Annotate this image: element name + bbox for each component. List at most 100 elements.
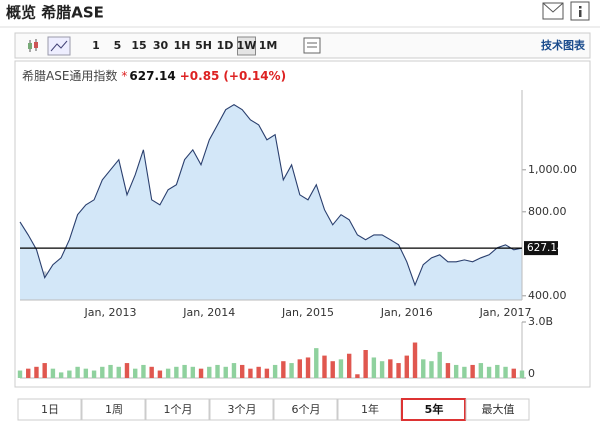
range-button-label[interactable]: 5年 xyxy=(425,402,444,416)
y-tick-label: 1,000.00 xyxy=(528,163,577,176)
volume-bar xyxy=(379,361,385,378)
last-price-tag xyxy=(524,241,558,256)
x-tick-label: Jan, 2016 xyxy=(380,306,433,319)
volume-bar xyxy=(223,366,228,378)
volume-bar xyxy=(429,361,434,378)
last-price-label: 627.14 xyxy=(527,242,564,254)
volume-bar xyxy=(412,342,418,378)
interval-button[interactable]: 1W xyxy=(237,39,257,52)
volume-bar xyxy=(256,366,261,378)
candle-icon[interactable] xyxy=(28,39,38,52)
volume-bar xyxy=(272,364,278,378)
volume-bar xyxy=(42,363,47,378)
volume-bar xyxy=(26,368,31,378)
toolbar xyxy=(14,32,591,59)
range-button-label[interactable]: 1年 xyxy=(361,402,379,416)
volume-bar xyxy=(174,366,179,378)
volume-bar xyxy=(355,374,360,378)
range-button[interactable] xyxy=(401,398,466,421)
volume-bar xyxy=(17,370,23,378)
volume-bar xyxy=(58,372,64,378)
range-button-label[interactable]: 最大值 xyxy=(482,402,515,416)
range-button[interactable] xyxy=(81,398,146,421)
volume-bar xyxy=(305,357,311,378)
volume-bar xyxy=(314,348,319,378)
interval-button[interactable]: 30 xyxy=(153,39,169,52)
mail-icon[interactable] xyxy=(542,2,564,20)
change: +0.85 xyxy=(179,69,220,83)
change-percent: (+0.14%) xyxy=(223,69,287,83)
volume-bar xyxy=(486,366,492,378)
range-button-label[interactable]: 1日 xyxy=(41,403,59,416)
interval-button[interactable]: 5H xyxy=(195,39,212,52)
area xyxy=(20,104,522,300)
chart-frame xyxy=(14,60,591,388)
range-button[interactable] xyxy=(209,398,274,421)
technical-link[interactable]: 技术图表 xyxy=(541,38,586,52)
volume-bar xyxy=(190,366,196,378)
interval-button[interactable]: 1 xyxy=(92,39,100,52)
volume-bar xyxy=(239,364,245,378)
volume-bar xyxy=(116,366,121,378)
volume-tick-label: 3.0B xyxy=(528,315,553,328)
status-marker: * xyxy=(121,69,128,83)
price-line xyxy=(19,104,523,287)
volume-bar xyxy=(511,368,516,378)
volume-bar xyxy=(437,351,442,378)
range-button[interactable] xyxy=(17,398,82,421)
y-tick-label: 800.00 xyxy=(528,205,567,218)
volume-bar xyxy=(396,363,401,378)
page-title: 概览 希腊ASE xyxy=(6,4,104,22)
volume-bar xyxy=(149,366,154,378)
volume-bar xyxy=(388,359,393,378)
volume-bar xyxy=(75,366,80,378)
chart-header: 希腊ASE通用指数 * 627.14 +0.85 (+0.14%) xyxy=(22,67,290,84)
range-button-label[interactable]: 1个月 xyxy=(164,403,193,416)
range-button[interactable] xyxy=(465,398,530,421)
range-button-label[interactable]: 3个月 xyxy=(228,403,257,416)
range-button-label[interactable]: 6个月 xyxy=(292,403,321,416)
range-button[interactable] xyxy=(145,398,210,421)
interval-button[interactable]: 1M xyxy=(259,39,278,52)
volume-bar xyxy=(445,363,451,378)
chart-title: 希腊ASE通用指数 xyxy=(22,69,118,83)
volume-bar xyxy=(478,363,484,378)
interval-button[interactable]: 1D xyxy=(217,39,234,52)
selected-interval xyxy=(237,36,256,56)
interval-button[interactable]: 5 xyxy=(114,39,122,52)
interval-button[interactable]: 1H xyxy=(174,39,191,52)
line-icon[interactable] xyxy=(47,36,71,56)
volume-bar xyxy=(338,359,344,378)
volume-bar xyxy=(50,368,56,378)
volume-bar xyxy=(141,364,146,378)
range-button[interactable] xyxy=(273,398,338,421)
volume-bar xyxy=(470,364,475,378)
interval-button[interactable]: 15 xyxy=(131,39,146,52)
info-icon[interactable] xyxy=(570,1,590,21)
volume-bar xyxy=(330,361,335,378)
volume-bar xyxy=(462,366,467,378)
volume-bar xyxy=(108,364,113,378)
volume-bar xyxy=(281,361,286,378)
volume-bar xyxy=(297,359,303,378)
volume-bar xyxy=(346,353,352,378)
volume-bar xyxy=(91,370,97,378)
volume-bar xyxy=(519,370,525,378)
settings-icon[interactable] xyxy=(303,37,321,54)
x-tick-label: Jan, 2014 xyxy=(182,306,235,319)
x-tick-label: Jan, 2017 xyxy=(479,306,532,319)
volume-bar xyxy=(421,359,426,378)
volume-bar xyxy=(371,357,377,378)
range-button-label[interactable]: 1周 xyxy=(105,403,123,416)
x-tick-label: Jan, 2013 xyxy=(84,306,137,319)
volume-bar xyxy=(363,350,368,378)
volume-bar xyxy=(322,355,327,378)
volume-bar xyxy=(289,363,294,378)
volume-bar xyxy=(67,370,72,378)
volume-bar xyxy=(157,370,163,378)
volume-bar xyxy=(404,355,409,378)
volume-bar xyxy=(165,368,171,378)
volume-bar xyxy=(453,364,459,378)
